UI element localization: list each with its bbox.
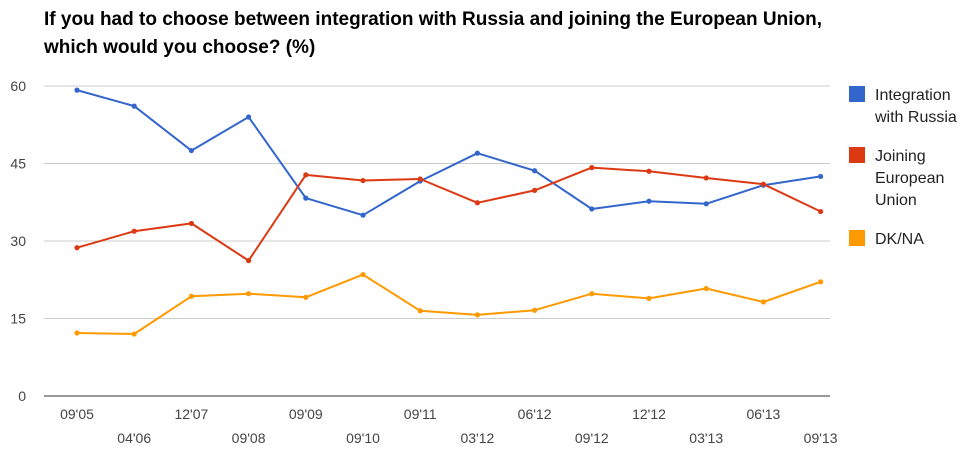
data-point[interactable] — [646, 198, 652, 204]
data-point[interactable] — [188, 293, 194, 299]
data-point[interactable] — [303, 172, 309, 178]
gridlines — [44, 85, 830, 397]
data-point[interactable] — [246, 114, 252, 120]
y-tick-label: 45 — [10, 156, 26, 172]
x-tick-label: 09'09 — [289, 406, 323, 422]
data-point[interactable] — [703, 285, 709, 292]
x-tick-label: 04'06 — [117, 430, 151, 446]
data-point[interactable] — [131, 331, 137, 337]
data-point[interactable] — [303, 294, 309, 300]
data-point[interactable] — [646, 168, 652, 174]
x-tick-label: 03'13 — [689, 430, 723, 446]
x-tick-label: 06'12 — [518, 406, 552, 422]
data-point[interactable] — [417, 176, 423, 182]
data-point[interactable] — [760, 299, 767, 305]
data-point[interactable] — [589, 165, 595, 171]
data-point[interactable] — [703, 175, 709, 181]
data-point[interactable] — [74, 87, 80, 93]
series-line — [76, 166, 822, 262]
data-point[interactable] — [131, 228, 137, 234]
legend: Integration with Russia Joining European Uni… — [849, 86, 957, 248]
legend-swatch — [849, 86, 865, 102]
x-tick-label: 09'05 — [60, 406, 94, 422]
series-line — [76, 89, 821, 217]
x-tick-label: 09'12 — [575, 430, 609, 446]
y-tick-label: 60 — [10, 78, 26, 94]
legend-label: DK/NA — [875, 231, 924, 248]
data-point[interactable] — [131, 103, 137, 109]
x-tick-label: 09'11 — [404, 406, 437, 422]
x-tick-label: 06'13 — [746, 406, 780, 422]
data-point[interactable] — [532, 307, 538, 313]
x-tick-label: 09'10 — [346, 430, 380, 446]
legend-label: Joining European Union — [875, 148, 944, 209]
y-tick-label: 30 — [10, 233, 26, 249]
y-tick-label: 15 — [10, 311, 26, 327]
x-axis-labels: 09'05 04'06 12'07 09'08 09'09 09'10 09'11 03'12… — [60, 406, 838, 446]
data-point[interactable] — [474, 200, 480, 206]
data-point[interactable] — [474, 312, 480, 318]
data-point[interactable] — [589, 206, 595, 212]
data-point[interactable] — [589, 291, 595, 297]
data-point[interactable] — [246, 258, 252, 264]
legend-swatch — [849, 230, 865, 246]
data-point[interactable] — [360, 271, 366, 278]
x-tick-label: 12'12 — [632, 406, 666, 422]
data-point[interactable] — [360, 177, 366, 184]
data-point[interactable] — [532, 168, 538, 174]
series-line — [76, 273, 821, 335]
data-point[interactable] — [818, 208, 824, 215]
data-point[interactable] — [360, 212, 366, 218]
data-point[interactable] — [74, 330, 80, 336]
series-lines — [76, 89, 822, 335]
data-point[interactable] — [818, 173, 824, 180]
data-point[interactable] — [188, 220, 194, 227]
data-point[interactable] — [303, 195, 309, 201]
y-axis-labels: 0 15 30 45 60 — [10, 78, 26, 404]
data-point[interactable] — [703, 201, 709, 207]
data-point[interactable] — [74, 245, 80, 251]
data-point[interactable] — [188, 147, 194, 154]
y-tick-label: 0 — [18, 388, 26, 404]
x-tick-label: 03'12 — [460, 430, 494, 446]
data-point[interactable] — [532, 187, 538, 193]
data-point[interactable] — [474, 150, 480, 156]
data-point[interactable] — [417, 308, 423, 314]
chart-title: If you had to choose between integration… — [44, 9, 822, 58]
legend-swatch — [849, 147, 865, 163]
data-point[interactable] — [818, 279, 824, 285]
x-tick-label: 12'07 — [174, 406, 208, 422]
series-points — [74, 87, 824, 337]
x-tick-label: 09'08 — [232, 430, 266, 446]
data-point[interactable] — [246, 291, 252, 297]
legend-label: Integration with Russia — [874, 87, 957, 126]
data-point[interactable] — [646, 295, 652, 301]
data-point[interactable] — [760, 181, 767, 187]
x-tick-label: 09'13 — [804, 430, 838, 446]
